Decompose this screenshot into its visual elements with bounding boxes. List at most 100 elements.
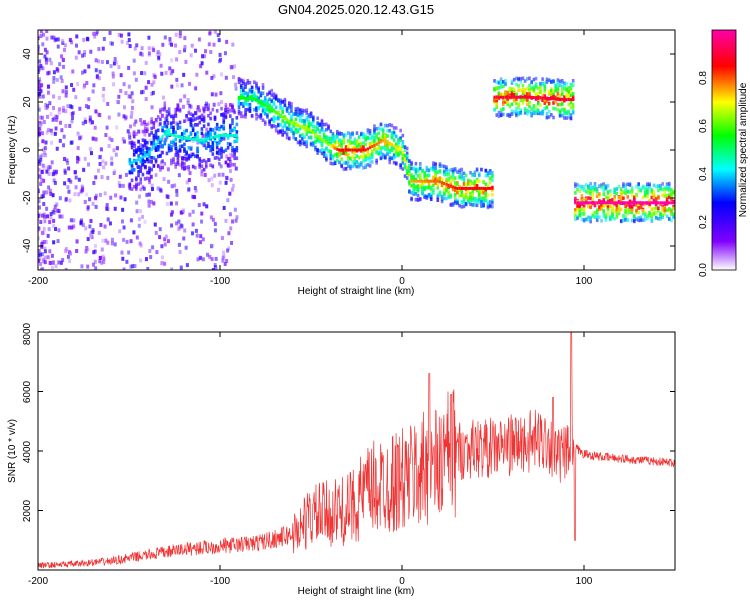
heatmap-cell [270, 117, 274, 122]
heatmap-cell [268, 90, 271, 94]
heatmap-cell [419, 197, 422, 201]
heatmap-cell [408, 159, 411, 163]
heatmap-cell [127, 250, 131, 255]
heatmap-cell [659, 217, 662, 221]
heatmap-cell [174, 142, 177, 146]
heatmap-cell [593, 187, 597, 192]
heatmap-cell [224, 75, 228, 80]
heatmap-ridge-cell [556, 97, 559, 101]
heatmap-cell [175, 83, 179, 88]
heatmap-cell [235, 156, 239, 161]
heatmap-cell [493, 98, 496, 103]
heatmap-cell [135, 209, 139, 214]
heatmap-cell [349, 164, 352, 169]
heatmap-cell [42, 212, 46, 217]
heatmap-cell [237, 101, 241, 106]
heatmap-cell [285, 107, 289, 111]
heatmap-cell [41, 153, 45, 158]
snr-ticks [37, 331, 675, 570]
heatmap-cell [165, 118, 169, 122]
colorbar-tick-label: 0.2 [698, 215, 709, 229]
heatmap-cell [88, 115, 92, 120]
heatmap-cell [364, 142, 367, 147]
heatmap-cell [541, 98, 544, 103]
heatmap-cell [462, 204, 466, 209]
heatmap-cell [52, 35, 56, 40]
heatmap-cell [49, 112, 53, 117]
heatmap-cell [303, 121, 306, 126]
heatmap-cell [545, 80, 549, 84]
heatmap-cell [174, 32, 178, 37]
heatmap-cell [234, 82, 238, 87]
heatmap-cell [663, 187, 667, 192]
heatmap-cell [207, 158, 210, 162]
heatmap-cell [223, 261, 227, 266]
heatmap-cell [112, 170, 116, 175]
heatmap-cell [473, 184, 477, 189]
heatmap-cell [189, 112, 193, 116]
heatmap-cell [639, 205, 643, 210]
heatmap-cell [53, 180, 57, 185]
heatmap-cell [650, 195, 654, 200]
heatmap-cell [209, 49, 213, 54]
heatmap-cell [401, 161, 405, 165]
heatmap-cell [156, 186, 160, 191]
heatmap-ridge-cell [272, 109, 276, 113]
heatmap-cell [329, 154, 333, 158]
heatmap-cell [48, 188, 52, 193]
heatmap-cell [381, 134, 385, 139]
heatmap-cell [38, 161, 42, 166]
heatmap-cell [342, 167, 346, 171]
heatmap-cell [39, 63, 43, 68]
heatmap-cell [392, 160, 396, 165]
heatmap-cell [578, 213, 582, 218]
heatmap-cell [101, 254, 105, 259]
heatmap-cell [377, 126, 381, 131]
heatmap-cell [571, 103, 575, 107]
heatmap-cell [624, 183, 627, 187]
heatmap-ridge-cell [510, 95, 514, 99]
heatmap-ridge-cell [285, 118, 289, 122]
heatmap-cell [127, 84, 131, 89]
heatmap-cell [154, 173, 158, 177]
heatmap-cell [364, 154, 367, 158]
heatmap-cell [558, 83, 562, 88]
heatmap-ridge-cell [672, 201, 675, 205]
heatmap-cell [61, 258, 65, 263]
heatmap-cell [200, 61, 204, 66]
heatmap-cell [44, 153, 48, 158]
heatmap-cell [176, 155, 180, 160]
heatmap-ridge-cell [390, 143, 394, 147]
heatmap-cell [204, 49, 208, 54]
heatmap-cell [436, 193, 440, 198]
heatmap-cell [504, 97, 507, 102]
heatmap-cell [64, 109, 68, 114]
heatmap-cell [578, 210, 582, 214]
heatmap-cell [72, 218, 76, 223]
heatmap-ridge-cell [338, 148, 341, 152]
heatmap-cell [185, 114, 188, 118]
heatmap-cell [231, 162, 234, 167]
heatmap-cell [624, 218, 627, 222]
heatmap-cell [242, 101, 245, 106]
heatmap-cell [86, 247, 90, 252]
heatmap-cell [523, 87, 527, 92]
heatmap-cell [626, 195, 630, 199]
heatmap-cell [595, 210, 599, 215]
heatmap-cell [67, 225, 71, 230]
heatmap-cell [132, 184, 136, 189]
heatmap-cell [234, 166, 238, 171]
heatmap-cell [107, 115, 111, 120]
heatmap-cell [217, 38, 221, 43]
heatmap-cell [121, 137, 125, 142]
heatmap-cell [609, 193, 612, 198]
heatmap-cell [231, 103, 234, 108]
heatmap-cell [606, 207, 610, 212]
heatmap-cell [239, 101, 243, 106]
heatmap-cell [405, 151, 409, 156]
heatmap-cell [587, 186, 590, 191]
heatmap-cell [325, 127, 328, 132]
heatmap-cell [329, 136, 333, 141]
heatmap-cell [261, 83, 265, 87]
